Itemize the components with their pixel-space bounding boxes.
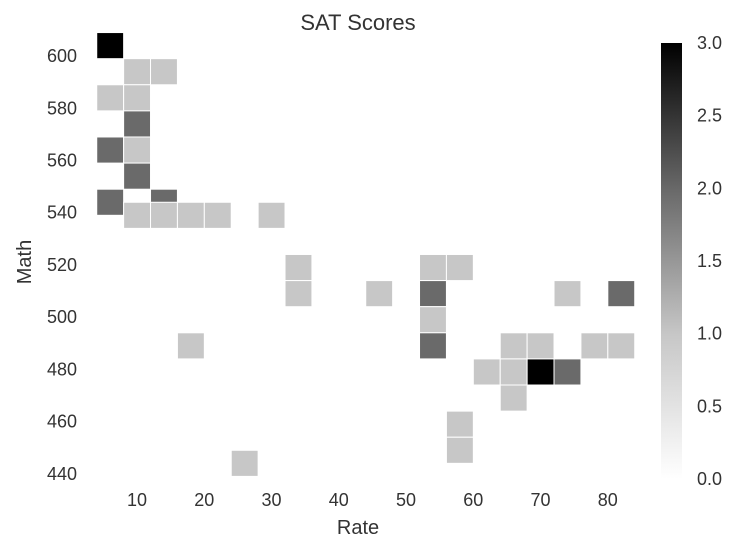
heatmap-cell: [123, 110, 152, 138]
heatmap-cell: [607, 280, 636, 308]
y-tick-label: 520: [47, 255, 77, 275]
x-tick-label: 70: [531, 490, 551, 510]
y-axis-label: Math: [14, 240, 36, 284]
heatmap-cell: [123, 58, 152, 86]
heatmap-cell: [607, 332, 636, 360]
heatmap-cell: [123, 136, 152, 164]
y-tick-label: 440: [47, 464, 77, 484]
heatmap-cell: [176, 201, 205, 229]
x-tick-label: 10: [127, 490, 147, 510]
colorbar-tick-label: 3.0: [697, 33, 722, 53]
y-tick-label: 560: [47, 150, 77, 170]
heatmap-cell: [284, 280, 313, 308]
heatmap-cell: [419, 332, 447, 360]
heatmap-cell: [445, 436, 474, 464]
colorbar-tick-label: 0.0: [697, 469, 722, 489]
colorbar-tick-label: 0.5: [697, 396, 722, 416]
x-tick-label: 50: [396, 490, 416, 510]
heatmap-cell: [257, 201, 286, 229]
heatmap-cell: [123, 84, 152, 112]
heatmap-cell: [472, 358, 501, 386]
heatmap-cell: [230, 449, 259, 477]
colorbar-tick-label: 1.0: [697, 324, 722, 344]
heatmap-cell: [203, 201, 232, 229]
heatmap-cell: [96, 32, 125, 60]
heatmap-cell: [499, 384, 528, 412]
chart-title: SAT Scores: [300, 10, 415, 35]
heatmap-cell: [123, 162, 152, 190]
y-tick-label: 460: [47, 412, 77, 432]
x-axis-label: Rate: [337, 517, 379, 539]
heatmap-cell: [445, 253, 474, 282]
heatmap-cell: [499, 332, 528, 360]
y-tick-label: 580: [47, 98, 77, 118]
x-tick-label: 60: [463, 490, 483, 510]
y-tick-label: 500: [47, 307, 77, 327]
colorbar-tick-label: 2.0: [697, 178, 722, 198]
heatmap-cell: [445, 410, 474, 438]
colorbar-tick-label: 2.5: [697, 106, 722, 126]
heatmap-cell: [553, 280, 582, 308]
heatmap-cell: [96, 188, 125, 216]
y-tick-label: 600: [47, 46, 77, 66]
heatmap-cell: [580, 332, 609, 360]
x-tick-label: 80: [598, 490, 618, 510]
x-tick-label: 30: [262, 490, 282, 510]
heatmap-cell: [419, 306, 447, 334]
y-tick-label: 480: [47, 359, 77, 379]
colorbar-tick-label: 1.5: [697, 251, 722, 271]
colorbar-ticks: 3.0 2.5 2.0 1.5 1.0 0.5 0.0: [697, 33, 722, 489]
y-axis-ticks: 600 580 560 540 520 500 480 460 440: [47, 46, 77, 484]
heatmap-cell: [176, 332, 205, 360]
heatmap-cell: [96, 136, 125, 164]
heatmap-cell: [419, 253, 447, 282]
heatmap-cell: [526, 332, 555, 360]
x-tick-label: 20: [194, 490, 214, 510]
heatmap-cell: [123, 201, 152, 229]
heatmap-cell: [365, 280, 394, 308]
heatmap-cell: [96, 84, 125, 112]
colorbar: [661, 43, 682, 479]
heatmap-cells: [96, 32, 636, 477]
heatmap-cell: [526, 358, 555, 386]
heatmap-cell: [419, 280, 447, 308]
heatmap-cell: [499, 358, 528, 386]
heatmap-cell: [150, 58, 178, 86]
y-tick-label: 540: [47, 203, 77, 223]
heatmap-cell: [553, 358, 582, 386]
heatmap-cell: [150, 201, 178, 229]
heatmap-cell: [284, 253, 313, 282]
x-axis-ticks: 10 20 30 40 50 60 70 80: [127, 490, 618, 510]
x-tick-label: 40: [329, 490, 349, 510]
